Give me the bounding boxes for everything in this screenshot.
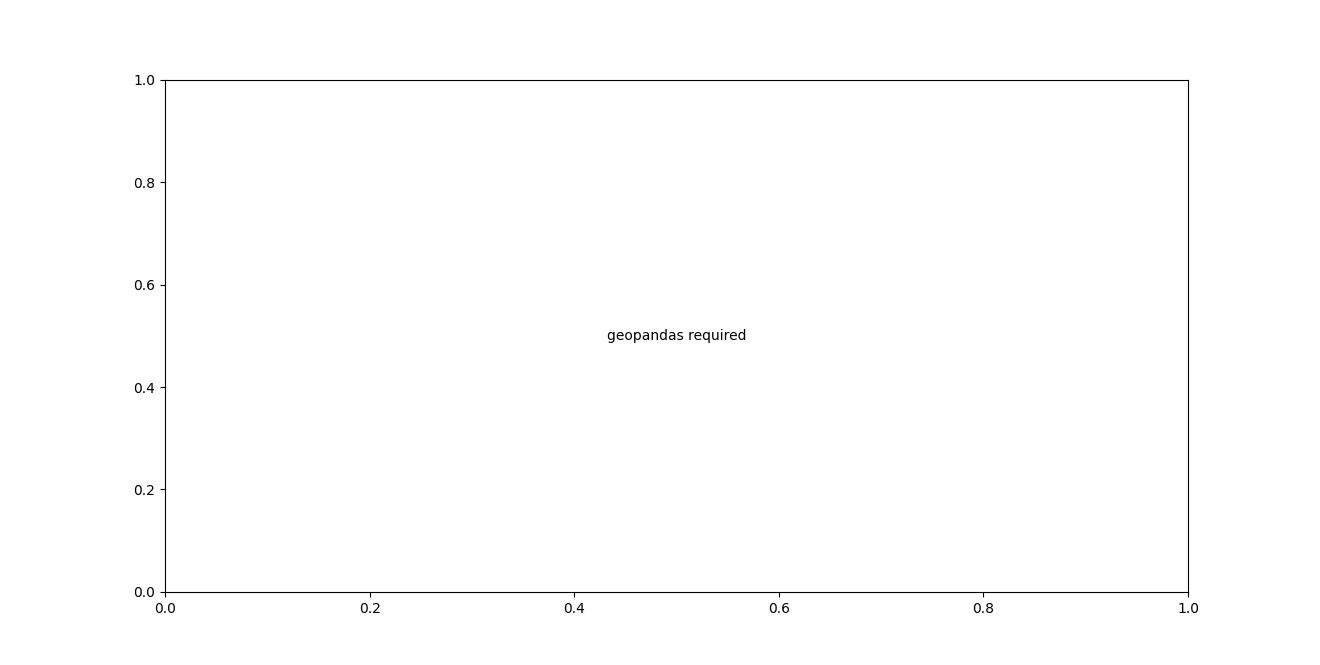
Text: geopandas required: geopandas required [607, 329, 746, 343]
